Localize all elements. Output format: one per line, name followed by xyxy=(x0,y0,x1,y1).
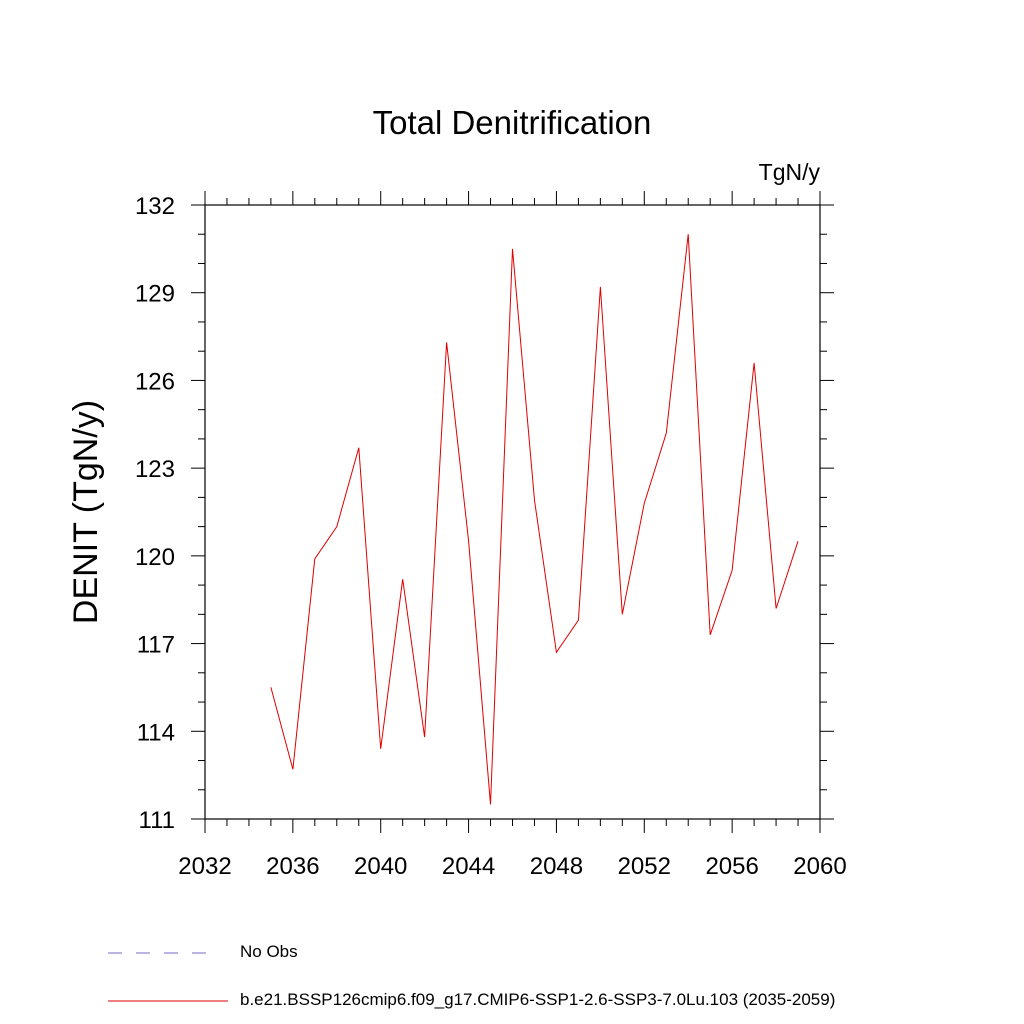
y-tick-label: 117 xyxy=(137,632,175,659)
units-label: TgN/y xyxy=(759,159,821,185)
y-tick-label: 111 xyxy=(139,807,175,834)
legend-label-model: b.e21.BSSP126cmip6.f09_g17.CMIP6-SSP1-2.… xyxy=(240,990,836,1009)
x-tick-label: 2060 xyxy=(793,853,846,880)
y-tick-label: 129 xyxy=(135,281,175,308)
series-line-0 xyxy=(270,234,799,805)
x-tick-label: 2056 xyxy=(705,853,758,880)
legend-label-no-obs: No Obs xyxy=(240,942,298,961)
x-tick-label: 2044 xyxy=(442,853,495,880)
x-tick-label: 2052 xyxy=(618,853,671,880)
legend-lines xyxy=(108,952,228,1002)
y-tick-label: 126 xyxy=(135,368,175,395)
y-tick-label: 123 xyxy=(135,456,175,483)
y-tick-label: 114 xyxy=(137,719,175,746)
x-tick-label: 2036 xyxy=(266,853,319,880)
series-layer xyxy=(270,234,799,805)
y-tick-label: 120 xyxy=(135,544,175,571)
x-tick-label: 2048 xyxy=(530,853,583,880)
tick-labels: 2032 2036 2040 2044 2048 2052 2056 2060 111 114 11… xyxy=(135,193,847,880)
chart-title: Total Denitrification xyxy=(373,104,652,141)
axis-ticks xyxy=(191,191,834,833)
x-tick-label: 2040 xyxy=(354,853,407,880)
y-tick-label: 132 xyxy=(135,193,175,220)
x-tick-label: 2032 xyxy=(178,853,231,880)
y-axis-label: DENIT (TgN/y) xyxy=(67,400,105,624)
